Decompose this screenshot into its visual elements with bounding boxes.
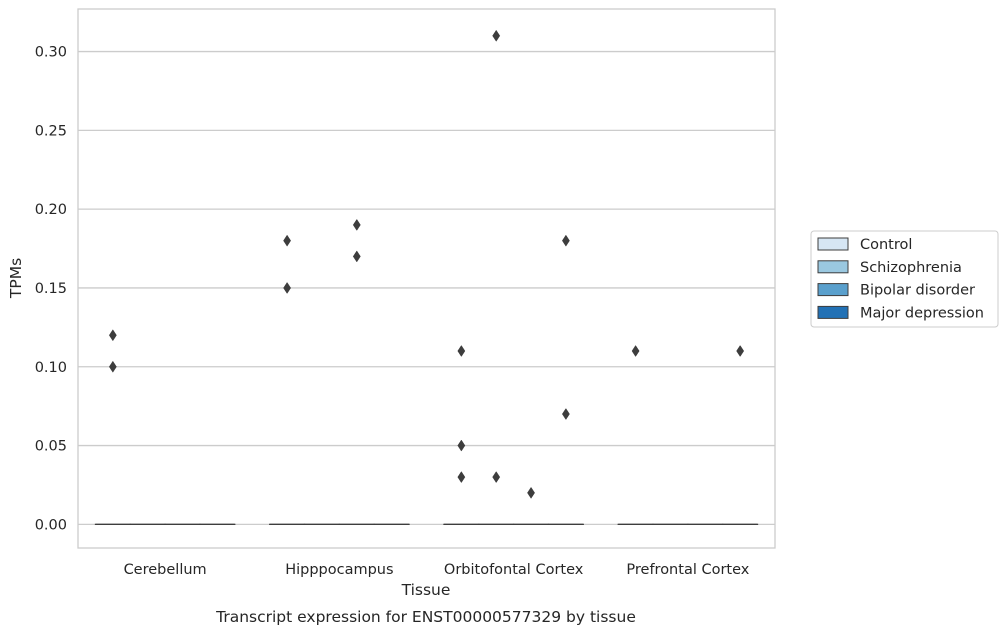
legend-swatch (818, 261, 848, 273)
outlier-point (527, 487, 534, 498)
y-tick-label: 0.25 (35, 123, 67, 139)
outlier-point (109, 330, 116, 341)
legend-label: Schizophrenia (860, 260, 962, 276)
outlier-point (284, 235, 291, 246)
chart-caption: Transcript expression for ENST0000057732… (215, 608, 636, 626)
y-tick-label: 0.10 (35, 360, 67, 376)
legend-label: Control (860, 237, 912, 253)
y-tick-label: 0.20 (35, 202, 67, 218)
outlier-point (493, 472, 500, 483)
outlier-point (458, 472, 465, 483)
grid-layer (78, 52, 775, 525)
outlier-point (284, 282, 291, 293)
outlier-point (632, 345, 639, 356)
legend-label: Major depression (860, 305, 984, 321)
outlier-point (562, 409, 569, 420)
outlier-point (737, 345, 744, 356)
x-tick-label: Orbitofontal Cortex (444, 562, 584, 578)
y-tick-label: 0.30 (35, 45, 67, 61)
outlier-point (353, 219, 360, 230)
legend-swatch (818, 284, 848, 296)
y-axis-label: TPMs (7, 258, 25, 299)
x-tick-labels: Cerebellum Hipppocampus Orbitofontal Corte… (124, 562, 750, 578)
outlier-point (493, 30, 500, 41)
outlier-point (109, 361, 116, 372)
y-tick-labels: 0.00 0.05 0.10 0.15 0.20 0.25 0.30 (35, 45, 67, 534)
outlier-point (562, 235, 569, 246)
y-tick-label: 0.05 (35, 439, 67, 455)
legend-label: Bipolar disorder (860, 283, 975, 299)
legend-swatch (818, 306, 848, 318)
y-tick-label: 0.15 (35, 281, 67, 297)
outlier-layer (109, 30, 744, 498)
x-tick-label: Hipppocampus (285, 562, 393, 578)
legend-swatch (818, 238, 848, 250)
x-axis-label: Tissue (401, 581, 451, 599)
legend: Control Schizophrenia Bipolar disorder Majo… (811, 231, 998, 327)
plot-frame (78, 9, 775, 548)
outlier-point (458, 345, 465, 356)
x-tick-label: Cerebellum (124, 562, 207, 578)
x-tick-label: Prefrontal Cortex (626, 562, 749, 578)
y-tick-label: 0.00 (35, 517, 67, 533)
outlier-point (458, 440, 465, 451)
outlier-point (353, 251, 360, 262)
